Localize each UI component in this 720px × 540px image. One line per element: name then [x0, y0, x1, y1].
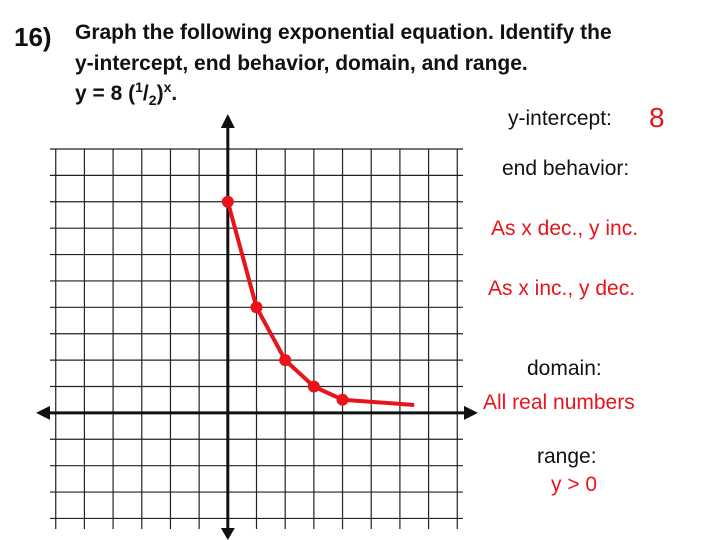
- problem-line: y-intercept, end behavior, domain, and r…: [75, 52, 528, 75]
- point: [221, 195, 234, 208]
- axis-arrow: [220, 528, 235, 540]
- equation-part: y = 8 (: [75, 82, 135, 105]
- point: [279, 354, 292, 367]
- point: [307, 380, 320, 393]
- answer: y > 0: [551, 473, 597, 496]
- curve: [342, 397, 415, 407]
- point: [250, 301, 263, 314]
- axis-arrow: [220, 114, 235, 128]
- problem-number: 16): [14, 22, 52, 52]
- axis-arrow: [36, 405, 50, 420]
- answer: As x dec., y inc.: [491, 217, 638, 240]
- graph: [36, 114, 478, 540]
- equation: y = 8 (1/2)x.: [75, 79, 177, 108]
- equation-part: 1: [135, 79, 143, 95]
- label: domain:: [527, 357, 602, 380]
- problem-line: Graph the following exponential equation…: [75, 21, 612, 44]
- axis-arrow: [464, 405, 478, 420]
- equation-part: .: [171, 82, 177, 105]
- answer: All real numbers: [483, 391, 635, 414]
- label: range:: [537, 445, 597, 468]
- answer: 8: [649, 102, 665, 133]
- answer: As x inc., y dec.: [488, 277, 635, 300]
- equation-part: x: [164, 79, 172, 95]
- label: end behavior:: [502, 157, 629, 180]
- equation-part: /: [143, 82, 149, 105]
- label: y-intercept:: [508, 107, 612, 130]
- equation-part: ): [157, 82, 164, 105]
- equation-part: 2: [149, 92, 157, 108]
